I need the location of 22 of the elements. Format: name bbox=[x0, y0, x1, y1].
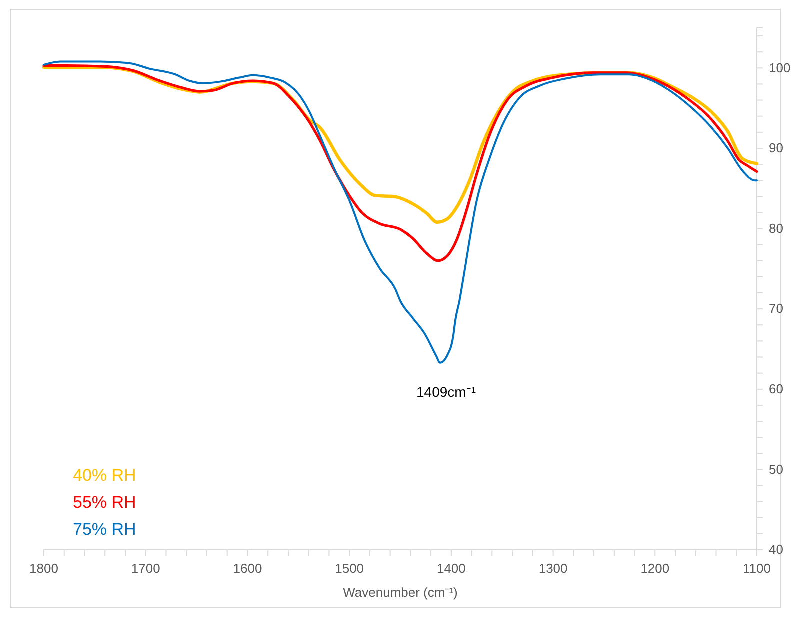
x-tick-label: 1700 bbox=[131, 561, 160, 576]
y-tick-label: 40 bbox=[769, 542, 784, 558]
x-tick-label: 1500 bbox=[335, 561, 364, 576]
x-tick-label: 1100 bbox=[743, 561, 771, 576]
x-tick-label: 1400 bbox=[436, 561, 466, 576]
y-tick-label: 50 bbox=[769, 462, 784, 477]
x-tick-label: 1800 bbox=[30, 561, 58, 576]
annotation: 1409cm⁻¹ bbox=[416, 384, 476, 400]
text: 40% RH bbox=[73, 466, 136, 485]
y-tick-label: 90 bbox=[769, 140, 784, 156]
x-tick-label: 1600 bbox=[233, 561, 262, 576]
y-tick-label: 60 bbox=[769, 382, 784, 397]
x-tick-label: 1300 bbox=[538, 561, 568, 576]
x-tick-label: 1200 bbox=[640, 561, 670, 576]
y-tick-label: 100 bbox=[769, 60, 791, 76]
line-series bbox=[42, 64, 758, 262]
text: 55% RH bbox=[73, 493, 136, 512]
line-series bbox=[43, 60, 758, 364]
y-tick-label: 80 bbox=[769, 220, 784, 236]
x-axis-title: Wavenumber (cm⁻¹) bbox=[343, 585, 458, 600]
text: 75% RH bbox=[73, 520, 136, 539]
y-tick-label: 70 bbox=[769, 301, 784, 316]
